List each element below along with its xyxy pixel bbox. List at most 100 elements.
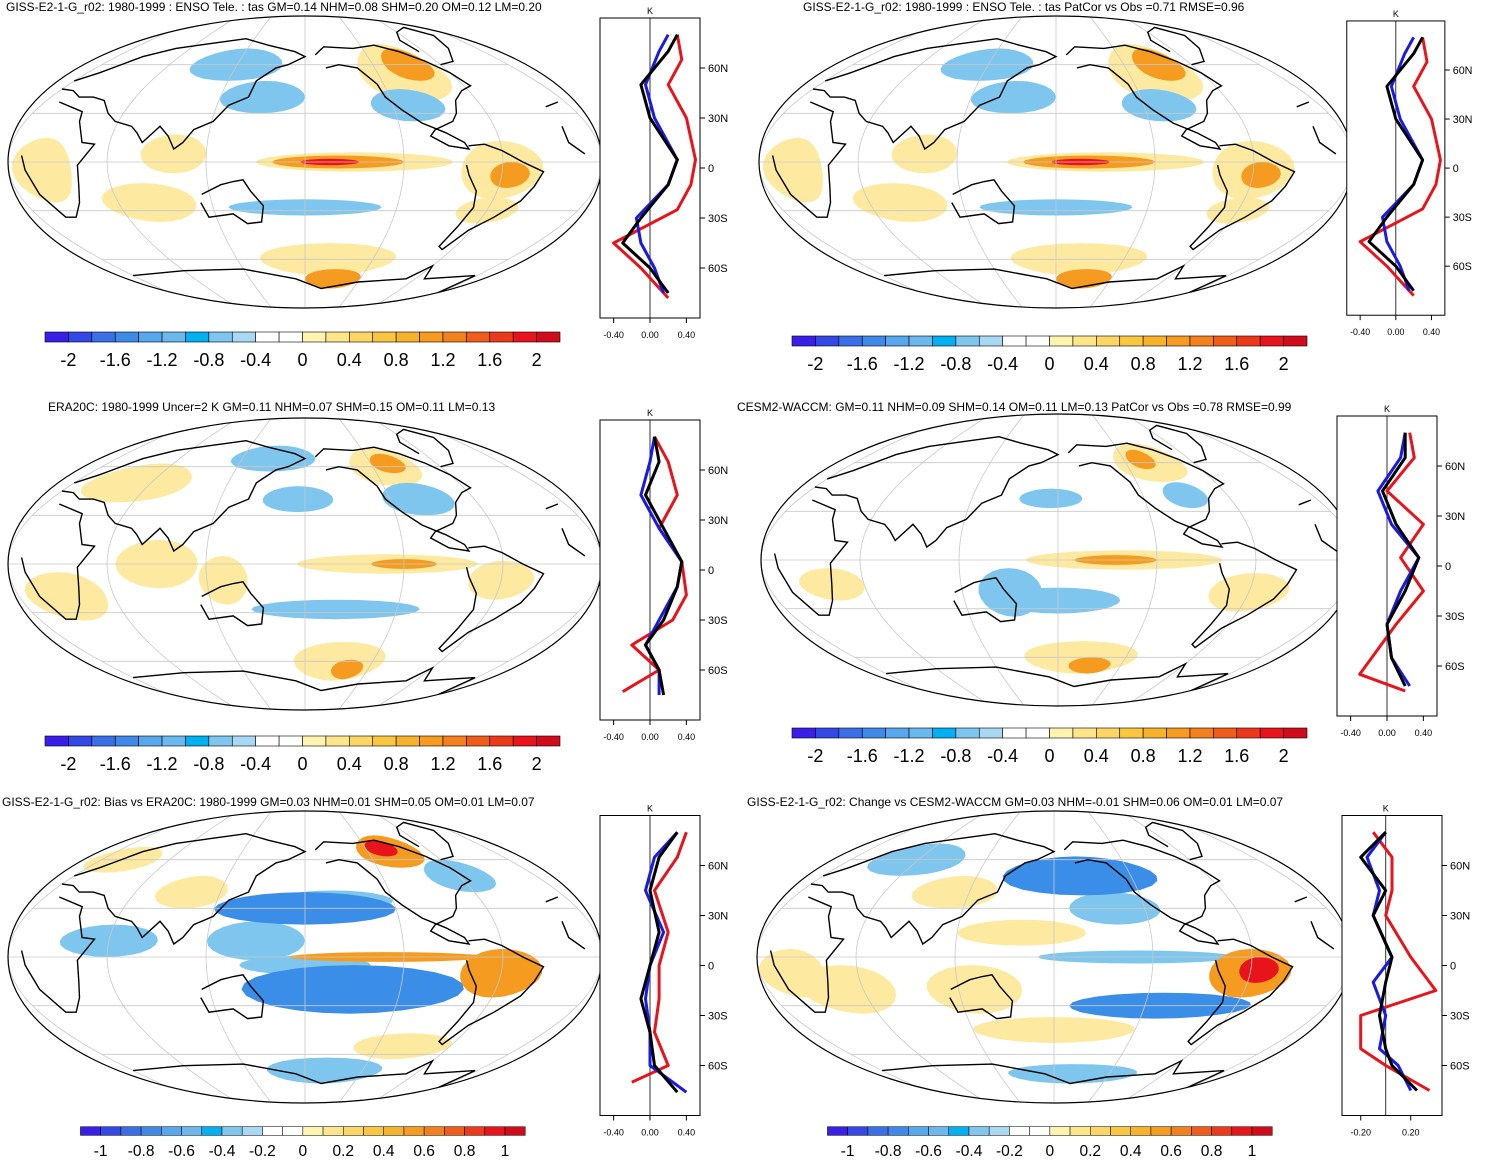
colorbar-swatch: [138, 735, 163, 747]
colorbar-label: 0.4: [1084, 354, 1109, 374]
colorbar-swatch: [442, 735, 467, 747]
colorbar-label: 1.2: [1177, 354, 1202, 374]
colorbar-label: -0.4: [240, 754, 271, 774]
africa-coast: [561, 921, 586, 950]
colorbar-swatch: [948, 1126, 970, 1136]
colorbar-label: 0: [1044, 354, 1054, 374]
antarctica-coast: [883, 264, 1227, 308]
zonal-series-r: [1359, 831, 1438, 1092]
north-america-coast: [314, 839, 472, 945]
lat-tick-label: 60N: [1450, 861, 1470, 873]
colorbar-swatch: [325, 331, 350, 343]
colorbar-swatch: [114, 331, 139, 343]
colorbar-label: 2: [532, 350, 542, 370]
colorbar-swatch: [512, 331, 537, 343]
colorbar-label: 0.8: [1131, 746, 1156, 766]
colorbar-swatch: [466, 331, 491, 343]
x-tick-label: 0.40: [678, 330, 696, 340]
colorbar-swatch: [838, 727, 863, 739]
zonal-series-m: [1367, 36, 1425, 292]
colorbar-swatch: [302, 1126, 324, 1136]
lat-tick-label: 30N: [1450, 911, 1470, 923]
anomaly-blob: [266, 1057, 383, 1084]
panel-2: GISS-E2-1-G_r02: 1980-1999 : ENSO Tele. …: [745, 0, 1489, 385]
anomaly-blob: [1019, 488, 1083, 509]
africa-coast: [1298, 499, 1312, 506]
colorbar-swatch: [1142, 727, 1167, 739]
panel-4: CESM2-WACCM: GM=0.11 NHM=0.09 SHM=0.14 O…: [737, 398, 1489, 778]
x-tick-label: -0.40: [603, 1128, 624, 1138]
africa-coast: [1294, 896, 1308, 903]
colorbar-swatch: [1231, 1126, 1253, 1136]
colorbar-label: -1.6: [100, 350, 131, 370]
africa-coast: [771, 101, 847, 218]
antarctica-coast: [132, 1059, 476, 1103]
x-tick-label: 0.40: [678, 732, 696, 742]
north-america-coast: [314, 44, 472, 150]
north-america-coast: [1065, 44, 1223, 150]
world-map: [7, 417, 603, 711]
x-tick-label: -0.40: [1350, 327, 1370, 337]
world-map: [756, 810, 1352, 1104]
lat-tick-label: 30S: [1445, 611, 1465, 623]
colorbar-label: 2: [1279, 354, 1289, 374]
colorbar-label: -1.2: [894, 746, 925, 766]
south-america-coast: [1191, 541, 1298, 649]
colorbar-swatch: [419, 735, 444, 747]
colorbar-swatch: [815, 727, 840, 739]
colorbar-swatch: [908, 1126, 929, 1136]
lat-tick-label: 0: [708, 565, 714, 577]
zonal-mean-plot: K 60N 30N 0 30S 60S -0.40 0.00 0.40: [1336, 404, 1465, 738]
panel-title: ERA20C: 1980-1999 Uncer=2 K GM=0.11 NHM=…: [48, 400, 496, 414]
greenland-coast: [1146, 26, 1205, 66]
africa-coast: [773, 499, 849, 616]
colorbar-swatch: [466, 735, 491, 747]
colorbar-swatch: [861, 727, 886, 739]
zonal-series-r: [1358, 432, 1425, 693]
world-map: [758, 15, 1354, 309]
colorbar-swatch: [325, 735, 350, 747]
eurasia-coast: [810, 832, 1056, 946]
colorbar-swatch: [395, 331, 420, 343]
colorbar-label: 0: [1046, 1143, 1055, 1160]
colorbar-label: 2: [1279, 746, 1289, 766]
north-america-coast: [314, 446, 472, 552]
zonal-mean-plot: K 60N 30N 0 30S 60S -0.40 0.00 0.40: [599, 804, 728, 1138]
coastlines: [20, 821, 586, 1103]
colorbar-swatch: [262, 1126, 283, 1136]
graticule: [757, 811, 1351, 1103]
colorbar-label: 0.8: [384, 754, 409, 774]
eurasia-coast: [61, 832, 307, 946]
colorbar-label: -1.2: [147, 350, 178, 370]
lat-tick-label: 30N: [708, 911, 728, 923]
colorbar-label: -0.8: [875, 1143, 902, 1160]
colorbar-swatch: [1166, 727, 1191, 739]
lat-tick-label: 30S: [1450, 1011, 1470, 1023]
colorbar-swatch: [867, 1126, 889, 1136]
colorbar-label: 2: [532, 754, 542, 774]
lat-tick-label: 0: [708, 961, 714, 973]
colorbar-label: 0: [297, 350, 307, 370]
colorbar-swatch: [161, 1126, 182, 1136]
colorbar-label: -0.4: [956, 1143, 983, 1160]
colorbar-label: 0.8: [454, 1143, 476, 1160]
colorbar-swatch: [1025, 727, 1050, 739]
eurasia-coast: [61, 37, 307, 151]
colorbar-swatch: [1002, 727, 1027, 739]
colorbar-swatch: [221, 1126, 243, 1136]
colorbar-swatch: [955, 727, 980, 739]
africa-coast: [20, 503, 96, 620]
antarctica-coast: [885, 662, 1229, 706]
zonal-series-m: [1381, 432, 1421, 687]
lat-tick-label: 30N: [708, 113, 728, 125]
anomaly-blob: [24, 572, 109, 621]
colorbar-label: -0.8: [940, 746, 971, 766]
x-tick-label: 0.00: [641, 732, 659, 742]
colorbar-swatch: [161, 735, 186, 747]
x-tick-label: 0.00: [641, 1128, 659, 1138]
lat-tick-label: 0: [708, 163, 714, 175]
colorbar-label: 1.6: [477, 350, 502, 370]
greenland-coast: [1148, 424, 1207, 464]
panel-3: ERA20C: 1980-1999 Uncer=2 K GM=0.11 NHM=…: [0, 398, 745, 778]
anomaly-field: [8, 418, 602, 710]
